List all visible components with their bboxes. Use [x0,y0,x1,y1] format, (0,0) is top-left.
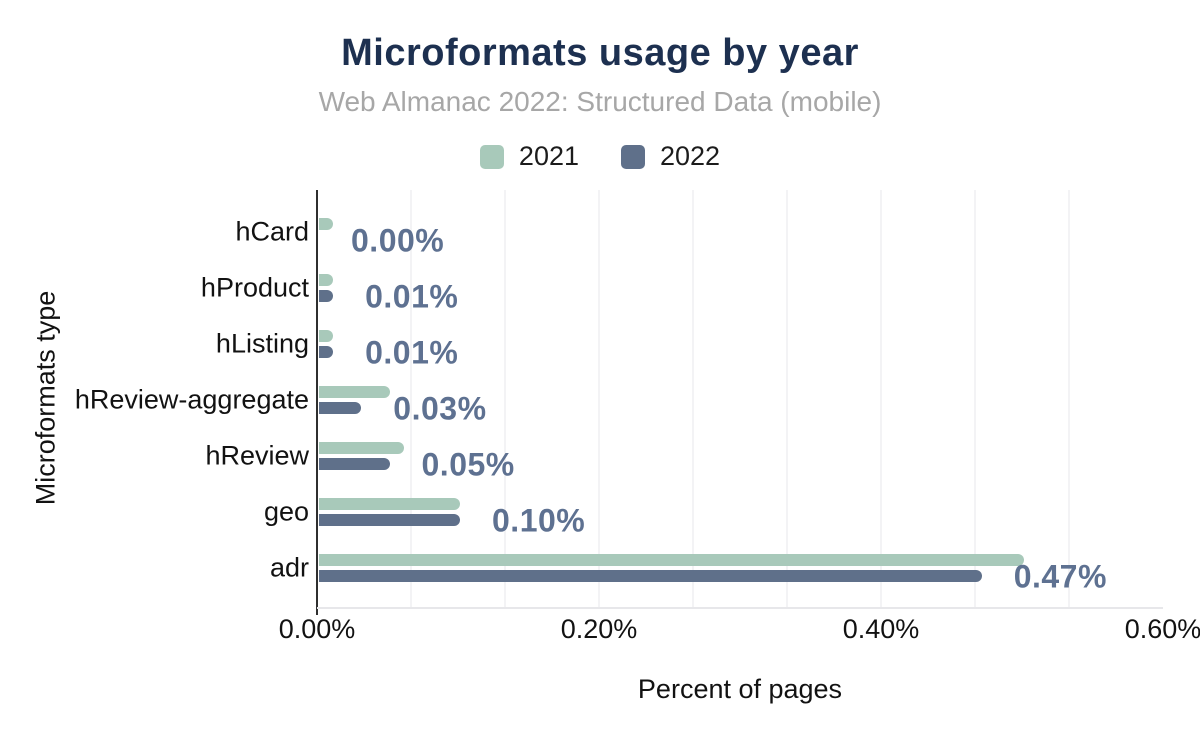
x-axis-ticks: 0.00% 0.20% 0.40% 0.60% [279,614,1200,648]
gridline [504,190,506,607]
bar-row-hListing: hListing 0.01% [216,316,1163,372]
bar-row-hCard: hCard 0.00% [235,204,1163,260]
bar-2021-hProduct[interactable] [319,274,334,286]
bar-2021-hReview[interactable] [319,442,404,454]
category-label-adr: adr [269,552,309,583]
bar-rows: hCard 0.00% hProduct 0.01% hListing 0.01% hRev… [75,204,1163,596]
gridline [1068,190,1070,607]
bar-2022-hProduct[interactable] [319,290,334,302]
x-tick-label-0.40%: 0.40% [842,614,920,644]
bar-2021-hCard[interactable] [319,218,334,230]
category-label-hReview-aggregate: hReview-aggregate [74,384,309,415]
gridline [974,190,976,607]
bar-2022-geo[interactable] [319,514,460,526]
category-label-hListing: hListing [215,328,309,359]
bar-2021-hListing[interactable] [319,330,334,342]
gridline [410,190,412,607]
legend-label-2022: 2022 [660,141,721,171]
y-axis-line [316,190,318,615]
legend-swatch-2021 [479,144,504,169]
x-tick-label-0.00%: 0.00% [278,614,356,644]
gridline [598,190,600,607]
legend-swatch-2022 [621,144,645,169]
category-label-hCard: hCard [235,216,309,247]
bar-2022-hReview-aggregate[interactable] [319,402,362,414]
bar-2021-hReview-aggregate[interactable] [319,386,390,398]
bar-row-hReview-aggregate: hReview-aggregate 0.03% [75,372,1163,428]
chart-subtitle: Web Almanac 2022: Structured Data (mobil… [318,86,882,117]
bar-row-adr: adr 0.47% [270,540,1163,596]
gridline [880,190,882,607]
legend-item-2021[interactable]: 2021 [479,141,579,172]
gridline [786,190,788,607]
chart-title: Microformats usage by year [341,32,859,74]
bar-value-label-hReview: 0.05% [421,446,515,483]
bar-row-hReview: hReview 0.05% [205,428,1163,484]
category-label-hReview: hReview [205,440,309,471]
x-tick-label-0.20%: 0.20% [560,614,638,644]
bar-row-geo: geo 0.10% [264,484,1163,540]
category-label-hProduct: hProduct [200,272,309,303]
x-tick-label-0.60%: 0.60% [1124,614,1200,644]
bar-value-label-geo: 0.10% [492,502,586,539]
bar-row-hProduct: hProduct 0.01% [201,260,1163,316]
y-axis-title: Microformats type [30,290,61,506]
bar-2021-adr[interactable] [319,554,1024,566]
bar-2021-geo[interactable] [319,498,460,510]
bar-value-label-hProduct: 0.01% [365,278,459,315]
bar-2022-hReview[interactable] [319,458,390,470]
legend-label-2021: 2021 [518,141,579,171]
x-axis-title: Percent of pages [637,674,843,704]
bar-value-label-adr: 0.47% [1013,558,1107,595]
plot-area: hCard 0.00% hProduct 0.01% hListing 0.01% hRev… [75,190,1163,615]
x-axis-line [317,607,1163,609]
legend-item-2022[interactable]: 2022 [621,141,720,172]
bar-2022-adr[interactable] [319,570,982,582]
bar-2022-hListing[interactable] [319,346,334,358]
bar-value-label-hListing: 0.01% [365,334,459,371]
gridline [692,190,694,607]
bar-value-label-hReview-aggregate: 0.03% [393,390,487,427]
bar-value-label-hCard: 0.00% [351,222,445,259]
legend: 2021 2022 [0,141,1200,172]
category-label-geo: geo [263,496,309,527]
